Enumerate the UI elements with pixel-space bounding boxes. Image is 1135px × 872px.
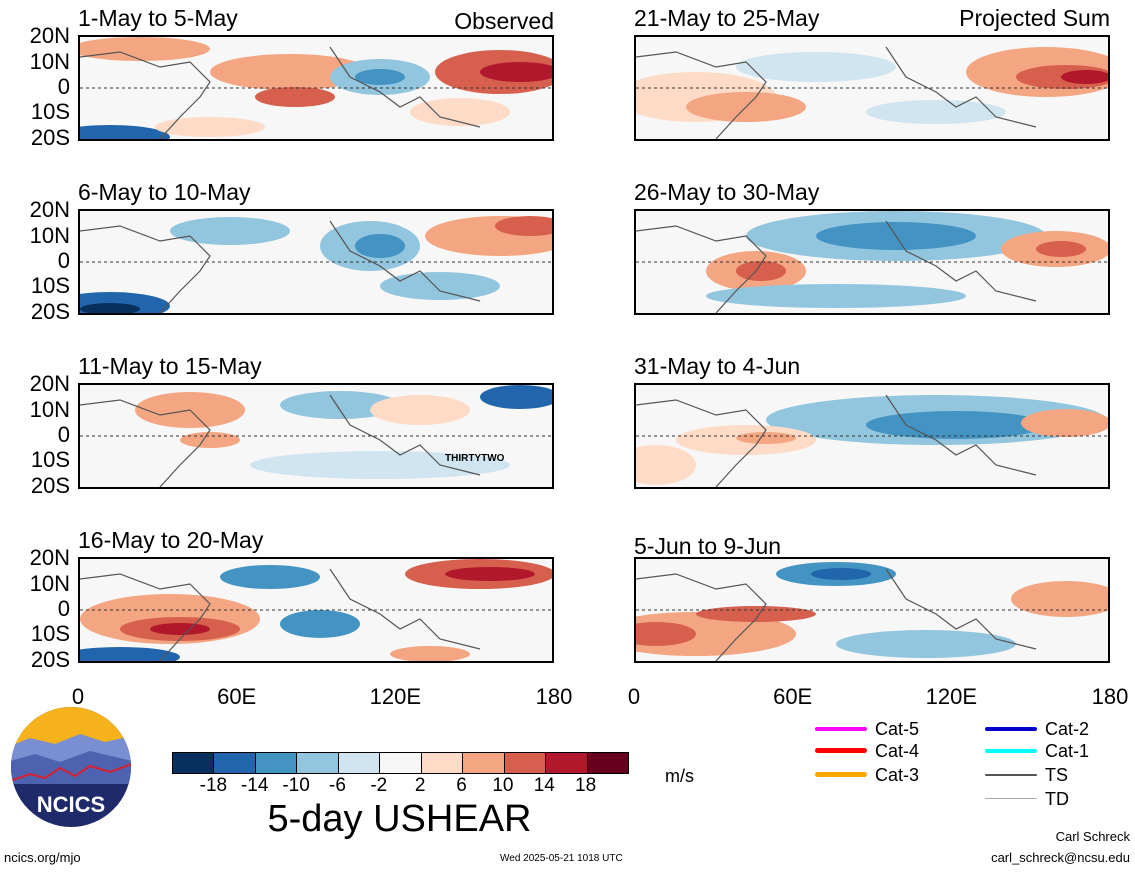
colorbar-swatch — [173, 753, 214, 773]
lon-label: 180 — [535, 684, 573, 709]
colorbar-swatch — [586, 753, 628, 773]
lat-label: 10S — [30, 273, 70, 298]
legend-swatch — [815, 748, 867, 753]
map-panel — [78, 557, 554, 663]
colorbar-swatch — [337, 753, 380, 773]
lat-label: 20N — [29, 197, 70, 222]
legend-label: TD — [1045, 789, 1069, 809]
lon-label: 120E — [369, 684, 422, 709]
legend-swatch — [985, 774, 1037, 776]
lat-label: 10S — [30, 621, 70, 646]
colorbar-swatch — [254, 753, 297, 773]
chart-title: 5-day USHEAR — [267, 798, 532, 840]
colorbar-swatch — [420, 753, 463, 773]
footer-email[interactable]: carl_schreck@ncsu.edu — [991, 850, 1130, 865]
panel-title: 16-May to 20-May — [78, 527, 264, 553]
lon-label: 0 — [71, 684, 85, 709]
panel-title: 5-Jun to 9-Jun — [634, 533, 782, 559]
panel-title: 1-May to 5-May — [78, 5, 238, 31]
colorbar-swatch — [462, 753, 504, 773]
panel-title: 26-May to 30-May — [634, 179, 820, 205]
panel-title: 11-May to 15-May — [78, 353, 262, 379]
colorbar-label: 2 — [414, 775, 426, 796]
colorbar-label: 14 — [533, 775, 555, 796]
lat-label: 20S — [30, 299, 70, 324]
colorbar-swatch — [213, 753, 255, 773]
colorbar-swatch — [379, 753, 421, 773]
legend-swatch — [985, 727, 1037, 731]
lat-label: 10N — [29, 571, 70, 596]
lat-label: 0 — [57, 422, 70, 447]
footer-url[interactable]: ncics.org/mjo — [4, 850, 81, 865]
lon-label: 120E — [925, 684, 978, 709]
map-panel — [634, 35, 1110, 141]
legend-swatch — [985, 798, 1037, 799]
lat-label: 10N — [29, 223, 70, 248]
colorbar — [172, 752, 629, 774]
lon-label: 60E — [217, 684, 257, 709]
panel-tag-observed: Observed — [454, 8, 554, 34]
storm-label: THIRTYTWO — [445, 453, 505, 464]
map-panel — [634, 209, 1110, 315]
colorbar-swatch — [545, 753, 587, 773]
colorbar-label: 6 — [456, 775, 467, 796]
legend-swatch — [985, 749, 1037, 753]
lat-label: 10S — [30, 447, 70, 472]
legend-label: Cat-2 — [1045, 719, 1090, 739]
lat-label: 10N — [29, 397, 70, 422]
map-panel: THIRTYTWO — [78, 383, 554, 489]
lat-label: 20N — [29, 545, 70, 570]
legend-label: Cat-3 — [875, 765, 920, 785]
lat-label: 0 — [57, 248, 70, 273]
colorbar-label: -6 — [329, 775, 346, 796]
colorbar-label: 10 — [492, 775, 514, 796]
lat-label: 10N — [29, 49, 70, 74]
colorbar-label: 18 — [575, 775, 597, 796]
lat-label: 20N — [29, 23, 70, 48]
lat-label: 20S — [30, 647, 70, 672]
lat-label: 20S — [30, 473, 70, 498]
legend-swatch — [815, 727, 867, 731]
legend-swatch — [815, 772, 867, 777]
lat-label: 20N — [29, 371, 70, 396]
legend-label: Cat-4 — [875, 741, 920, 761]
panel-title: 6-May to 10-May — [78, 179, 251, 205]
legend-label: Cat-5 — [875, 719, 920, 739]
map-panel — [634, 383, 1110, 489]
logo-text: NCICS — [36, 792, 106, 817]
lat-label: 10S — [30, 99, 70, 124]
ncics-logo: NCICS — [10, 706, 132, 828]
panel-title: 21-May to 25-May — [634, 5, 820, 31]
colorbar-label: -14 — [240, 775, 269, 796]
lon-label: 0 — [627, 684, 641, 709]
footer-timestamp: Wed 2025-05-21 1018 UTC — [500, 853, 623, 864]
legend-label: TS — [1045, 765, 1069, 785]
lon-label: 60E — [773, 684, 813, 709]
lat-label: 0 — [57, 596, 70, 621]
colorbar-label: -2 — [370, 775, 388, 796]
colorbar-label: -10 — [282, 775, 310, 796]
panel-title: 31-May to 4-Jun — [634, 353, 801, 379]
map-panel — [634, 557, 1110, 663]
map-panel — [78, 35, 554, 141]
colorbar-swatch — [503, 753, 546, 773]
footer-author: Carl Schreck — [1055, 829, 1130, 844]
legend-label: Cat-1 — [1045, 741, 1090, 761]
colorbar-label: -18 — [199, 775, 228, 796]
colorbar-swatch — [296, 753, 338, 773]
lat-label: 0 — [57, 74, 70, 99]
colorbar-units: m/s — [665, 766, 694, 786]
panel-tag-projected: Projected Sum — [959, 5, 1110, 31]
lon-label: 180 — [1091, 684, 1129, 709]
map-panel — [78, 209, 554, 315]
lat-label: 20S — [30, 125, 70, 150]
